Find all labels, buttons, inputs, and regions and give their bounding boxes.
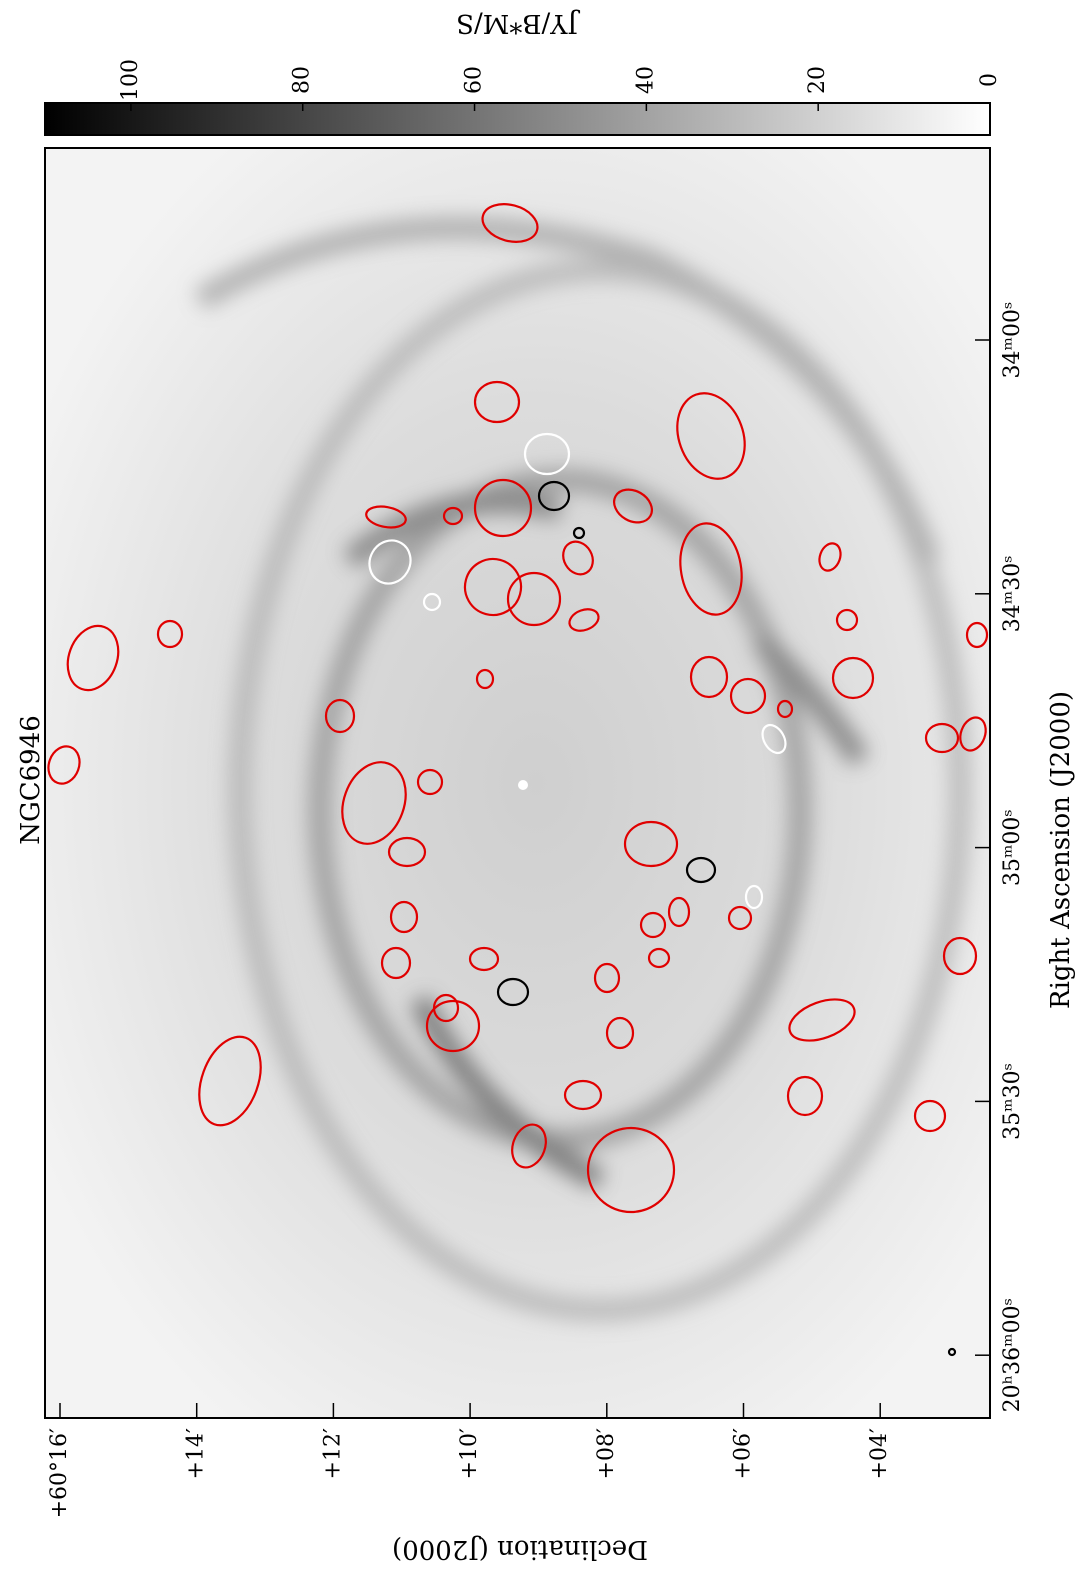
galaxy-image bbox=[45, 148, 990, 1418]
dec-tick-label: +10′ bbox=[457, 1428, 482, 1479]
colorbar-label: JY/B*M/S bbox=[456, 8, 581, 38]
ra-tick-label: 34ᵐ30ˢ bbox=[1000, 555, 1025, 632]
dec-tick-label: +06′ bbox=[731, 1428, 756, 1479]
colorbar-tick-label: 100 bbox=[118, 59, 143, 101]
regions bbox=[47, 203, 989, 1357]
dec-tick-label: +12′ bbox=[320, 1428, 345, 1479]
colorbar bbox=[44, 102, 991, 136]
dec-tick-label: +60°16′ bbox=[47, 1428, 72, 1518]
y-axis-label: Declination (J2000) bbox=[392, 1534, 648, 1564]
ra-tick-label: 20ʰ36ᵐ00ˢ bbox=[1000, 1298, 1025, 1412]
colorbar-tick-label: 80 bbox=[290, 66, 315, 94]
title: NGC6946 bbox=[16, 715, 46, 845]
colorbar-tick-label: 40 bbox=[633, 66, 658, 94]
colorbar-tick-label: 20 bbox=[805, 66, 830, 94]
colorbar-tick-label: 60 bbox=[462, 66, 487, 94]
dec-tick-label: +04′ bbox=[867, 1428, 892, 1479]
frame bbox=[44, 147, 991, 1419]
dec-tick-label: +14′ bbox=[184, 1428, 209, 1479]
colorbar-tick-label: 0 bbox=[977, 73, 1002, 87]
x-axis-label: Right Ascension (J2000) bbox=[1046, 691, 1076, 1009]
dec-tick-label: +08′ bbox=[594, 1428, 619, 1479]
ra-tick-label: 35ᵐ00ˢ bbox=[1000, 809, 1025, 886]
ra-tick-label: 35ᵐ30ˢ bbox=[1000, 1063, 1025, 1140]
ra-tick-label: 34ᵐ00ˢ bbox=[1000, 302, 1025, 379]
